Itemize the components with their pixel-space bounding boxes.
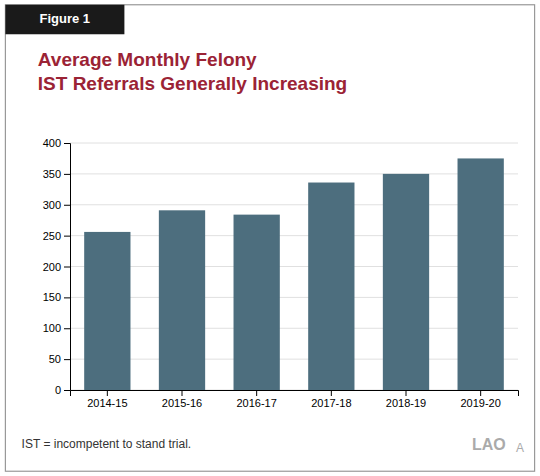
x-tick: 2015-16 <box>162 390 202 409</box>
y-tick-label: 350 <box>43 168 61 180</box>
y-tick-mark <box>64 236 70 237</box>
y-tick: 300 <box>43 199 70 211</box>
bar <box>458 158 504 390</box>
grid-line <box>70 266 518 267</box>
x-tick-label: 2014-15 <box>87 397 127 409</box>
x-tick-mark <box>406 390 407 396</box>
grid-line <box>70 235 518 236</box>
y-tick-mark <box>64 359 70 360</box>
x-tick-label: 2015-16 <box>162 397 202 409</box>
y-tick: 250 <box>43 230 70 242</box>
y-tick-label: 250 <box>43 230 61 242</box>
y-tick: 100 <box>43 322 70 334</box>
y-tick-mark <box>64 297 70 298</box>
bar <box>84 232 130 390</box>
y-tick-label: 100 <box>43 322 61 334</box>
x-tick-label: 2019-20 <box>460 397 500 409</box>
x-axis-line <box>71 391 519 397</box>
logo-mark: A <box>516 441 524 455</box>
border <box>5 5 534 471</box>
y-tick-label: 400 <box>43 137 61 149</box>
y-tick: 50 <box>49 353 70 365</box>
y-tick-mark <box>64 390 70 391</box>
y-tick-mark <box>64 143 70 144</box>
x-tick: 2018-19 <box>386 390 426 409</box>
bar <box>159 210 205 390</box>
y-tick-label: 50 <box>49 353 61 365</box>
logo: LAO <box>472 436 506 453</box>
grid-line <box>70 143 518 144</box>
y-tick-mark <box>64 174 70 175</box>
bar <box>383 174 429 390</box>
x-tick: 2017-18 <box>311 390 351 409</box>
figure-label-box <box>5 5 124 35</box>
figure-label: Figure 1 <box>40 11 91 26</box>
grid-line <box>70 173 518 174</box>
grid-line <box>70 328 518 329</box>
y-tick-label: 0 <box>55 384 61 396</box>
footnote: IST = incompetent to stand trial. <box>22 437 192 451</box>
x-tick-mark <box>331 390 332 396</box>
x-tick-mark <box>107 390 108 396</box>
x-tick-mark <box>480 390 481 396</box>
y-tick-label: 300 <box>43 199 61 211</box>
bar <box>308 183 354 390</box>
plot: 0501001502002503003504002014-152015-1620… <box>43 137 519 409</box>
y-tick: 200 <box>43 261 70 273</box>
x-axis: 2014-15 2015-16 2016-17 2017-18 2018-19 2019-… <box>71 390 519 409</box>
y-tick: 150 <box>43 291 70 303</box>
x-tick-label: 2017-18 <box>311 397 351 409</box>
y-tick: 400 <box>43 137 70 149</box>
y-tick: 0 <box>55 384 70 396</box>
bar <box>234 215 280 390</box>
x-tick-label: 2018-19 <box>386 397 426 409</box>
x-tick-mark <box>182 390 183 396</box>
y-tick: 350 <box>43 168 70 180</box>
title: Average Monthly Felony <box>38 49 257 70</box>
y-tick-label: 200 <box>43 261 61 273</box>
chart: Figure 1 Average Monthly Felony IST Referr… <box>0 0 540 476</box>
x-tick-mark <box>256 390 257 396</box>
y-axis: 0 50 100 150 200 250 300 350 400 <box>43 137 71 396</box>
grid-line <box>70 204 518 205</box>
y-tick-mark <box>64 328 70 329</box>
grid <box>70 143 518 390</box>
bars <box>84 158 504 390</box>
x-tick: 2014-15 <box>87 390 127 409</box>
x-tick: 2019-20 <box>460 390 500 409</box>
subtitle: IST Referrals Generally Increasing <box>38 73 347 94</box>
y-tick-label: 150 <box>43 291 61 303</box>
y-tick-mark <box>64 205 70 206</box>
x-tick: 2016-17 <box>236 390 276 409</box>
grid-line <box>70 359 518 360</box>
grid-line <box>70 297 518 298</box>
y-axis-line <box>64 144 71 391</box>
y-tick-mark <box>64 267 70 268</box>
x-tick-label: 2016-17 <box>236 397 276 409</box>
